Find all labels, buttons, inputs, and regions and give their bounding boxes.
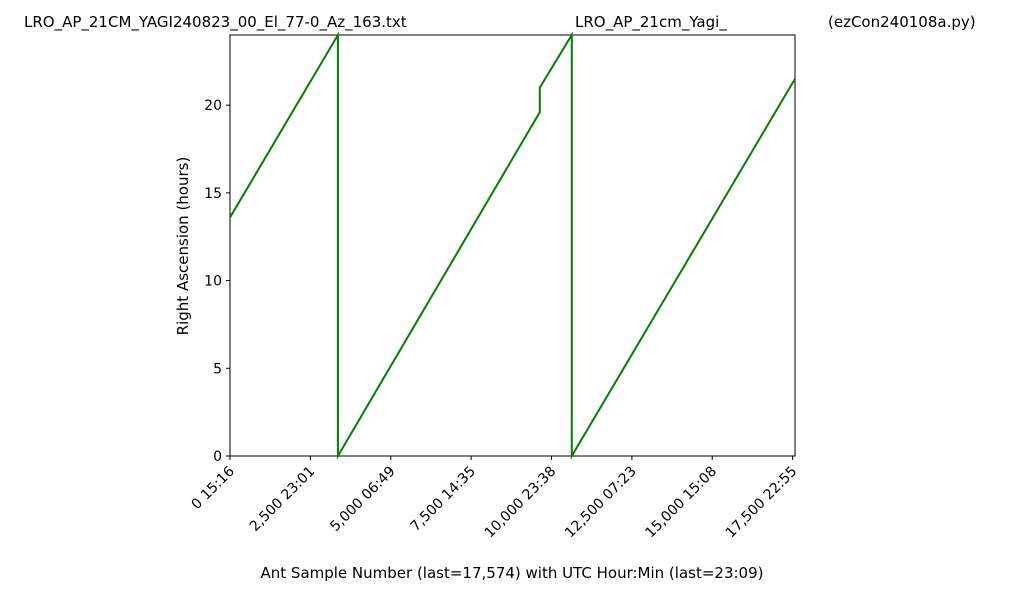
y-tick-label: 5 [213, 361, 222, 377]
y-tick-label: 0 [213, 449, 222, 465]
x-tick-label: 0 15:16 [189, 463, 238, 512]
x-tick-label: 5,000 06:49 [327, 464, 398, 535]
x-tick-label: 12,500 07:23 [562, 464, 640, 542]
y-tick-label: 10 [204, 274, 222, 290]
chart-title: LRO_AP_21cm_Yagi_ [575, 13, 727, 32]
data-line [229, 31, 796, 460]
x-tick-label: 7,500 14:35 [408, 464, 479, 535]
plot-frame [229, 34, 796, 457]
y-tick-label: 15 [204, 186, 222, 202]
x-tick-label: 2,500 23:01 [247, 464, 318, 535]
y-axis-label: Right Ascension (hours) [174, 157, 192, 336]
x-axis-label: Ant Sample Number (last=17,574) with UTC… [261, 564, 764, 582]
y-tick-label: 20 [204, 98, 222, 114]
chart-title: LRO_AP_21CM_YAGI240823_00_El_77-0_Az_163… [24, 13, 407, 32]
x-tick-label: 10,000 23:38 [482, 464, 560, 542]
x-tick-label: 17,500 22:55 [723, 464, 801, 542]
chart-title: (ezCon240108a.py) [828, 13, 976, 31]
x-tick-label: 15,000 15:08 [642, 464, 720, 542]
